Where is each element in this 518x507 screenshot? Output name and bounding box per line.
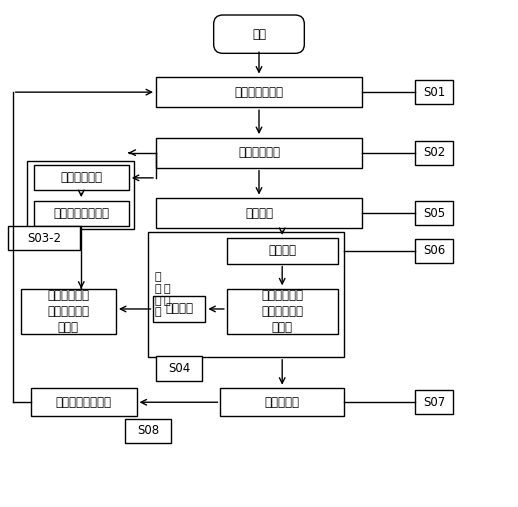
- FancyBboxPatch shape: [415, 390, 453, 414]
- FancyBboxPatch shape: [227, 289, 338, 334]
- FancyBboxPatch shape: [415, 80, 453, 104]
- Text: 多目标匝道汇
入最优控制决
策选取: 多目标匝道汇 入最优控制决 策选取: [261, 289, 303, 334]
- Text: S05: S05: [423, 207, 445, 220]
- Text: 信息确认: 信息确认: [268, 244, 296, 258]
- Text: 确定车辆备选集合: 确定车辆备选集合: [53, 207, 109, 220]
- Text: 采集信息处理: 采集信息处理: [238, 146, 280, 159]
- FancyBboxPatch shape: [156, 77, 362, 107]
- Text: S01: S01: [423, 86, 445, 99]
- FancyBboxPatch shape: [220, 388, 344, 416]
- Text: 信息传输: 信息传输: [245, 207, 273, 220]
- FancyBboxPatch shape: [148, 232, 344, 357]
- Text: 确定汇入车辆: 确定汇入车辆: [60, 171, 102, 185]
- FancyBboxPatch shape: [415, 201, 453, 225]
- Text: 开始: 开始: [252, 28, 266, 41]
- FancyBboxPatch shape: [34, 165, 129, 191]
- Text: 协同优化: 协同优化: [165, 303, 193, 315]
- FancyBboxPatch shape: [34, 201, 129, 226]
- FancyBboxPatch shape: [125, 419, 171, 443]
- FancyBboxPatch shape: [8, 226, 80, 250]
- FancyBboxPatch shape: [156, 356, 203, 381]
- FancyBboxPatch shape: [227, 238, 338, 264]
- Text: 人
工
智
能: 人 工 智 能: [154, 272, 161, 317]
- Text: 车辆运行状态检测: 车辆运行状态检测: [56, 396, 112, 409]
- Text: S07: S07: [423, 396, 445, 409]
- Text: 基于最优价值
决策的车辆集
合选取: 基于最优价值 决策的车辆集 合选取: [47, 289, 90, 334]
- Text: S08: S08: [137, 424, 160, 438]
- FancyBboxPatch shape: [21, 289, 116, 334]
- FancyBboxPatch shape: [156, 137, 362, 168]
- FancyBboxPatch shape: [213, 15, 305, 53]
- FancyBboxPatch shape: [153, 297, 205, 321]
- Text: S06: S06: [423, 244, 445, 258]
- Text: S03-2: S03-2: [27, 232, 61, 245]
- FancyBboxPatch shape: [415, 239, 453, 263]
- Text: 模
型: 模 型: [164, 284, 170, 306]
- FancyBboxPatch shape: [27, 161, 134, 229]
- Text: S02: S02: [423, 146, 445, 159]
- Text: S04: S04: [168, 362, 190, 375]
- FancyBboxPatch shape: [156, 198, 362, 228]
- Text: 控制区信息采集: 控制区信息采集: [235, 86, 283, 99]
- Text: 决策的实施: 决策的实施: [265, 396, 300, 409]
- FancyBboxPatch shape: [415, 140, 453, 165]
- FancyBboxPatch shape: [31, 388, 137, 416]
